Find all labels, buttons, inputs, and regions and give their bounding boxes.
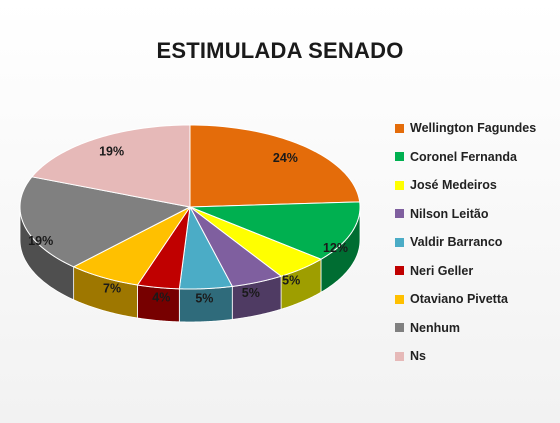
- legend-swatch: [395, 152, 404, 162]
- legend-label: Wellington Fagundes: [410, 121, 537, 136]
- legend-label: José Medeiros: [410, 178, 497, 193]
- legend-item: Ns: [395, 342, 560, 371]
- pie-slice-label: 24%: [273, 151, 298, 165]
- pie-slice: [189, 124, 361, 208]
- legend-swatch: [395, 180, 404, 190]
- chart-title: ESTIMULADA SENADO: [156, 38, 404, 63]
- legend-item: José Medeiros: [395, 171, 560, 200]
- legend-swatch: [395, 123, 404, 133]
- legend-item: Wellington Fagundes: [395, 114, 560, 143]
- pie-slice-label: 19%: [28, 234, 53, 248]
- legend-label: Ns: [410, 349, 426, 364]
- pie-slice: [189, 206, 283, 287]
- legend-item: Coronel Fernanda: [395, 143, 560, 172]
- legend-item: Nenhum: [395, 314, 560, 343]
- pie-slice-label: 7%: [103, 282, 121, 296]
- legend-swatch: [395, 266, 404, 276]
- pie-tops: [19, 124, 361, 290]
- legend-swatch: [395, 294, 404, 304]
- legend-item: Otaviano Pivetta: [395, 285, 560, 314]
- legend-item: Nilson Leitão: [395, 200, 560, 229]
- pie-slice: [189, 201, 361, 260]
- pie-labels: 24% 12% 5% 5% 5% 4% 7% 19% 19%: [28, 144, 348, 305]
- legend-swatch: [395, 351, 404, 361]
- legend-swatch: [395, 237, 404, 247]
- pie-slice: [72, 206, 191, 286]
- pie-slice-label: 19%: [99, 144, 124, 158]
- legend-label: Coronel Fernanda: [410, 149, 517, 164]
- pie-slice: [31, 124, 191, 208]
- legend-label: Otaviano Pivetta: [410, 292, 508, 307]
- legend-label: Neri Geller: [410, 263, 474, 278]
- pie-slice-label: 5%: [242, 286, 260, 300]
- legend-label: Nenhum: [410, 320, 460, 335]
- legend-item: Neri Geller: [395, 257, 560, 286]
- pie-slice-label: 12%: [323, 241, 348, 255]
- legend-label: Nilson Leitão: [410, 206, 489, 221]
- pie-slice: [189, 206, 323, 277]
- pie-slice-label: 5%: [195, 292, 213, 306]
- legend-label: Valdir Barranco: [410, 235, 503, 250]
- pie-slice: [136, 206, 191, 290]
- chart-legend: Wellington Fagundes Coronel Fernanda José …: [395, 114, 560, 371]
- legend-swatch: [395, 209, 404, 219]
- pie-sides: [19, 206, 361, 323]
- legend-item: Valdir Barranco: [395, 228, 560, 257]
- legend-swatch: [395, 323, 404, 333]
- pie-slice-label: 4%: [152, 291, 170, 305]
- pie-slice-label: 5%: [282, 274, 300, 288]
- pie-slice: [178, 205, 234, 290]
